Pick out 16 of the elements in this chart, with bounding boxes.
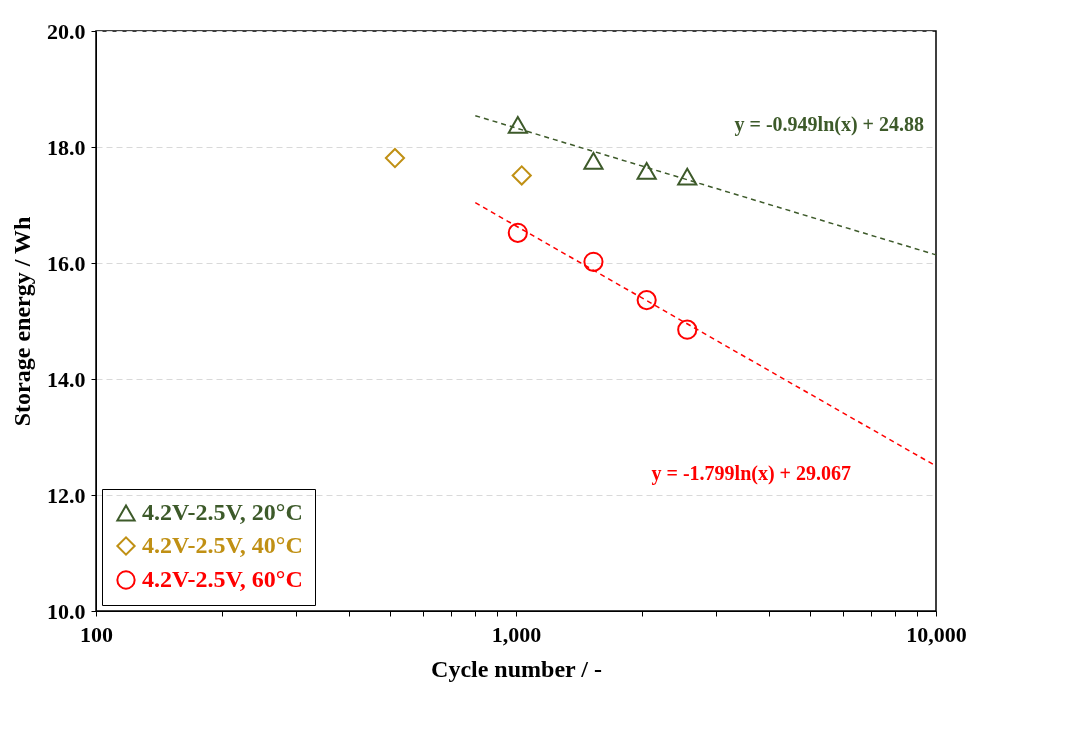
y-tick-label: 18.0 <box>47 134 86 160</box>
x-axis-title: Cycle number / - <box>431 655 602 682</box>
legend-label: 4.2V-2.5V, 60°C <box>142 566 303 592</box>
y-tick-label: 16.0 <box>47 250 86 276</box>
legend-label: 4.2V-2.5V, 20°C <box>142 499 303 525</box>
x-tick-label: 10,000 <box>906 621 967 647</box>
x-tick-label: 1,000 <box>491 621 542 647</box>
annotation: y = -0.949ln(x) + 24.88 <box>734 112 924 136</box>
y-axis-title: Storage energy / Wh <box>9 216 35 427</box>
y-tick-label: 20.0 <box>47 18 86 44</box>
y-tick-label: 12.0 <box>47 482 86 508</box>
x-tick-label: 100 <box>80 621 113 647</box>
y-tick-label: 14.0 <box>47 366 86 392</box>
annotation: y = -1.799ln(x) + 29.067 <box>651 461 851 485</box>
y-tick-label: 10.0 <box>47 598 86 624</box>
legend-label: 4.2V-2.5V, 40°C <box>142 532 303 558</box>
